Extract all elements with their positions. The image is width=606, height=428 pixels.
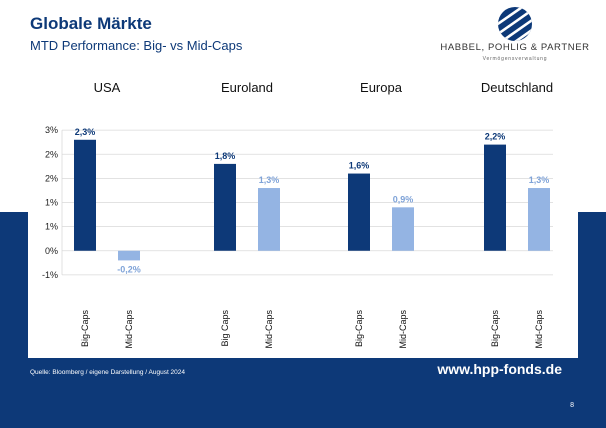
- logo-tagline: Vermögensverwaltung: [482, 56, 548, 62]
- hpp-striped-sphere-logo-icon: [498, 7, 532, 41]
- data-label: -0,2%: [117, 264, 141, 274]
- category-label: Big-Caps: [80, 310, 90, 348]
- logo-company-name: HABBEL, POHLIG & PARTNER: [440, 42, 590, 53]
- category-label: Mid-Caps: [534, 310, 544, 349]
- y-tick-label: 1%: [45, 222, 58, 232]
- bar-big: [74, 139, 96, 251]
- chart-area: -1% 0% 1% 1% 2% 2% 3% USA 2,3% Big-Caps -0,2% Mid-C…: [28, 70, 578, 358]
- bar-mid: [392, 207, 414, 251]
- category-label: Big Caps: [220, 310, 230, 347]
- group-label: USA: [94, 80, 121, 95]
- y-tick-label: 2%: [45, 149, 58, 159]
- bar-big: [484, 144, 506, 251]
- category-label: Big-Caps: [354, 310, 364, 348]
- page-title: Globale Märkte: [30, 14, 152, 33]
- website-link[interactable]: www.hpp-fonds.de: [437, 361, 562, 377]
- bar-mid: [258, 188, 280, 251]
- source-note: Quelle: Bloomberg / eigene Darstellung /…: [30, 369, 186, 376]
- bar-mid: [528, 188, 550, 251]
- y-tick-label: -1%: [42, 270, 58, 280]
- data-label: 0,9%: [393, 194, 414, 204]
- bar-chart: -1% 0% 1% 1% 2% 2% 3% USA 2,3% Big-Caps -0,2% Mid-C…: [42, 80, 553, 349]
- group-label: Euroland: [221, 80, 273, 95]
- data-label: 1,6%: [349, 161, 370, 171]
- data-label: 1,3%: [259, 175, 280, 185]
- page-number: 8: [570, 402, 574, 409]
- bar-big: [348, 173, 370, 251]
- y-tick-label: 3%: [45, 125, 58, 135]
- bar-mid: [118, 250, 140, 261]
- group-label: Europa: [360, 80, 403, 95]
- data-label: 1,8%: [215, 151, 236, 161]
- y-tick-label: 2%: [45, 173, 58, 183]
- category-label: Mid-Caps: [124, 310, 134, 349]
- data-label: 2,2%: [485, 132, 506, 142]
- y-tick-label: 0%: [45, 246, 58, 256]
- category-label: Mid-Caps: [264, 310, 274, 349]
- category-label: Big-Caps: [490, 310, 500, 348]
- category-label: Mid-Caps: [398, 310, 408, 349]
- bar-big: [214, 163, 236, 251]
- y-tick-label: 1%: [45, 198, 58, 208]
- company-logo: HABBEL, POHLIG & PARTNER Vermögensverwal…: [440, 6, 590, 66]
- data-label: 1,3%: [529, 175, 550, 185]
- group-label: Deutschland: [481, 80, 553, 95]
- data-label: 2,3%: [75, 127, 96, 137]
- page-subtitle: MTD Performance: Big- vs Mid-Caps: [30, 38, 243, 53]
